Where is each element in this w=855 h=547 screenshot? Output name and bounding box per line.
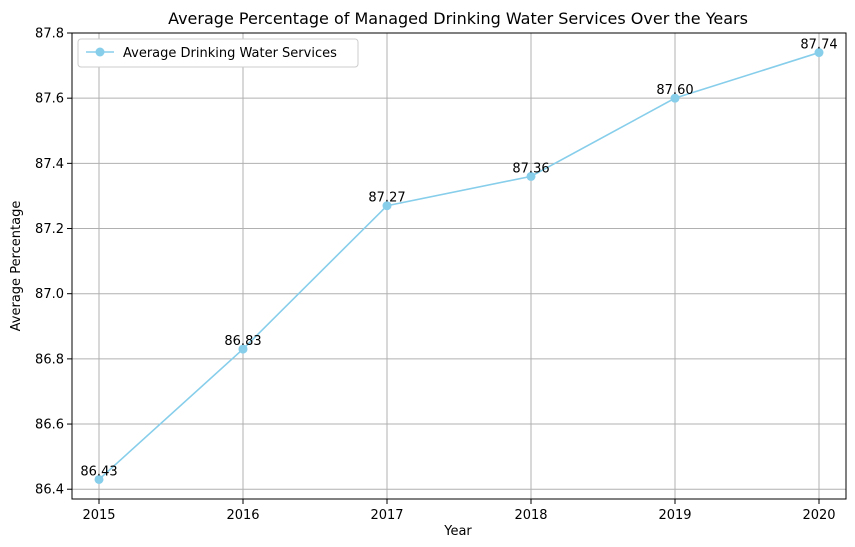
legend: Average Drinking Water Services <box>77 38 359 68</box>
x-tick-label: 2015 <box>82 508 115 523</box>
series-line <box>98 51 820 481</box>
data-label: 86.83 <box>224 334 261 349</box>
legend-box <box>77 38 359 68</box>
data-label: 87.74 <box>800 38 837 53</box>
y-tick-label: 87.6 <box>35 92 64 107</box>
y-tick-label: 86.6 <box>35 418 64 433</box>
grid <box>72 32 846 499</box>
x-tick-label: 2017 <box>370 508 403 523</box>
data-label: 86.43 <box>80 464 117 479</box>
y-tick-label: 86.4 <box>35 483 64 498</box>
data-point <box>814 48 824 58</box>
data-labels: 86.43 86.83 87.27 87.36 87.60 87.74 <box>80 38 837 480</box>
data-point <box>94 474 104 484</box>
x-tick-label: 2018 <box>514 508 547 523</box>
axis-ticks: 2015 2016 2017 2018 2019 2020 86.4 86.6 86.8 87.0… <box>35 27 836 524</box>
y-tick-label: 87.0 <box>35 287 64 302</box>
series-layer <box>94 48 824 484</box>
legend-label: Average Drinking Water Services <box>123 46 337 61</box>
data-label: 87.60 <box>656 83 693 98</box>
legend-marker-icon <box>95 47 105 57</box>
data-point <box>670 93 680 103</box>
y-tick-label: 87.8 <box>35 27 64 42</box>
plot-area-frame <box>71 32 847 500</box>
x-tick-label: 2020 <box>802 508 835 523</box>
y-axis-label: Average Percentage <box>9 201 24 332</box>
data-label: 87.36 <box>512 161 549 176</box>
data-point <box>238 344 248 354</box>
chart-title: Average Percentage of Managed Drinking W… <box>168 9 748 28</box>
y-tick-label: 86.8 <box>35 352 64 367</box>
x-tick-label: 2019 <box>658 508 691 523</box>
data-point <box>526 171 536 181</box>
y-tick-label: 87.4 <box>35 157 64 172</box>
data-label: 87.27 <box>368 191 405 206</box>
x-axis-label: Year <box>443 524 472 539</box>
x-tick-label: 2016 <box>226 508 259 523</box>
y-tick-label: 87.2 <box>35 222 64 237</box>
data-point <box>382 201 392 211</box>
